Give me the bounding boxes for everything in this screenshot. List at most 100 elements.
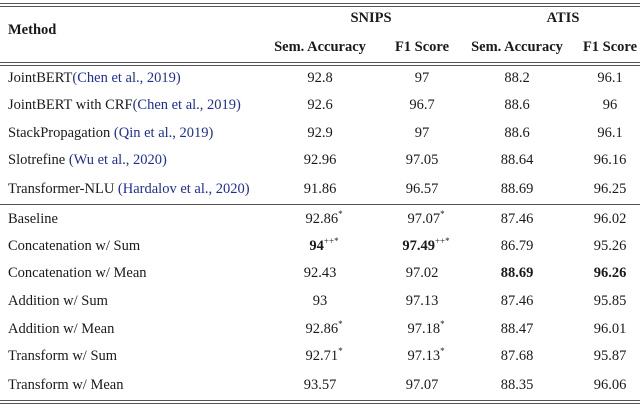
value: 88.69 bbox=[500, 265, 534, 281]
value-cell: 96.01 bbox=[594, 320, 627, 338]
value-cell: 92.86* bbox=[305, 210, 342, 228]
value-cell: 88.47 bbox=[501, 320, 534, 338]
significance-mark: * bbox=[440, 319, 445, 329]
value: 95.26 bbox=[593, 238, 627, 254]
value: 96.06 bbox=[593, 377, 627, 393]
value: 95.85 bbox=[593, 293, 627, 309]
value-cell: 95.26 bbox=[594, 237, 627, 255]
value: 97.07 bbox=[407, 211, 441, 227]
value-cell: 88.35 bbox=[501, 376, 534, 394]
value: 97.07 bbox=[405, 377, 439, 393]
value: 96.01 bbox=[593, 321, 627, 337]
value: 86.79 bbox=[500, 238, 534, 254]
value-cell: 97.49++* bbox=[402, 237, 449, 255]
value-cell: 92.96 bbox=[303, 152, 337, 168]
value-cell: 96.06 bbox=[594, 376, 627, 394]
value-cell: 96.7 bbox=[409, 97, 435, 113]
method-name: Transformer-NLU bbox=[8, 181, 118, 197]
value-cell: 97.07* bbox=[407, 210, 444, 228]
value-cell: 91.86 bbox=[303, 181, 337, 197]
significance-mark: * bbox=[338, 209, 343, 219]
value-cell: 97.02 bbox=[406, 264, 439, 282]
value-cell: 87.46 bbox=[501, 292, 534, 310]
value-cell: 96.1 bbox=[597, 70, 623, 86]
bottom-rule bbox=[0, 400, 640, 401]
method-name: Concatenation w/ Mean bbox=[8, 265, 147, 281]
method-name: JointBERT bbox=[8, 70, 73, 86]
value-cell: 93.57 bbox=[304, 376, 337, 394]
value-cell: 92.6 bbox=[307, 97, 333, 113]
header-atis: ATIS bbox=[546, 10, 580, 26]
value-cell: 92.8 bbox=[307, 70, 333, 86]
value-cell: 92.86* bbox=[305, 320, 342, 338]
top-rule bbox=[0, 6, 640, 7]
value: 93.57 bbox=[303, 377, 337, 393]
value-cell: 88.64 bbox=[500, 152, 534, 168]
method-cell: Slotrefine (Wu et al., 2020) bbox=[8, 151, 167, 169]
value-cell: 96.57 bbox=[405, 181, 439, 197]
method-name: Transform w/ Mean bbox=[8, 377, 124, 393]
value-cell: 88.69 bbox=[501, 264, 534, 282]
value-cell: 97.18* bbox=[407, 320, 444, 338]
value: 97.49 bbox=[402, 238, 435, 254]
citation-link[interactable]: (Qin et al., 2019) bbox=[113, 125, 214, 141]
significance-mark: * bbox=[338, 319, 343, 329]
method-name: Transform w/ Sum bbox=[8, 348, 118, 364]
value-cell: 96.1 bbox=[597, 125, 623, 141]
value-cell: 92.9 bbox=[307, 125, 333, 141]
value-cell: 97.13* bbox=[407, 347, 444, 365]
citation-link[interactable]: (Wu et al., 2020) bbox=[68, 152, 167, 168]
header-snips-f1: F1 Score bbox=[394, 39, 450, 55]
value-cell: 94++* bbox=[309, 237, 338, 255]
value-cell: 87.68 bbox=[501, 347, 534, 365]
value: 93 bbox=[312, 293, 328, 309]
significance-mark: * bbox=[440, 209, 445, 219]
header-rule bbox=[0, 65, 640, 66]
method-name: StackPropagation bbox=[8, 125, 114, 141]
value: 97.13 bbox=[405, 293, 439, 309]
value: 87.46 bbox=[500, 211, 534, 227]
value: 92.86 bbox=[305, 211, 339, 227]
value: 96.26 bbox=[593, 265, 627, 281]
value: 87.46 bbox=[500, 293, 534, 309]
header-snips-sem-accuracy: Sem. Accuracy bbox=[274, 39, 366, 55]
value-cell: 96.02 bbox=[594, 210, 627, 228]
top-rule bbox=[0, 3, 640, 4]
value: 92.71 bbox=[305, 348, 339, 364]
significance-mark: ++* bbox=[323, 236, 339, 246]
value-cell: 87.46 bbox=[501, 210, 534, 228]
value-cell: 97.07 bbox=[406, 376, 439, 394]
value-cell: 95.87 bbox=[594, 347, 627, 365]
value: 88.47 bbox=[500, 321, 534, 337]
method-cell: Transformer-NLU (Hardalov et al., 2020) bbox=[8, 180, 250, 198]
value: 94 bbox=[309, 238, 324, 254]
method-name: Baseline bbox=[8, 211, 58, 227]
value: 97.02 bbox=[405, 265, 439, 281]
value-cell: 96.16 bbox=[593, 152, 627, 168]
citation-link[interactable]: (Chen et al., 2019) bbox=[132, 97, 241, 113]
citation-link[interactable]: (Chen et al., 2019) bbox=[72, 70, 181, 86]
value: 92.86 bbox=[305, 321, 339, 337]
value: 92.43 bbox=[303, 265, 337, 281]
method-name: Slotrefine bbox=[8, 152, 69, 168]
value-cell: 96.25 bbox=[593, 181, 627, 197]
significance-mark: * bbox=[440, 346, 445, 356]
value-cell: 95.85 bbox=[594, 292, 627, 310]
value: 97.13 bbox=[407, 348, 441, 364]
value-cell: 97.13 bbox=[406, 292, 439, 310]
value: 88.35 bbox=[500, 377, 534, 393]
value-cell: 97 bbox=[414, 70, 430, 86]
value-cell: 96.26 bbox=[594, 264, 627, 282]
header-method: Method bbox=[8, 22, 57, 38]
header-rule bbox=[0, 62, 640, 63]
method-cell: JointBERT(Chen et al., 2019) bbox=[8, 69, 181, 87]
value-cell: 92.71* bbox=[305, 347, 342, 365]
value-cell: 88.6 bbox=[504, 97, 530, 113]
method-cell: StackPropagation (Qin et al., 2019) bbox=[8, 124, 213, 142]
method-cell: JointBERT with CRF(Chen et al., 2019) bbox=[8, 96, 241, 114]
value-cell: 88.2 bbox=[504, 70, 530, 86]
value-cell: 93 bbox=[313, 292, 328, 310]
bottom-rule bbox=[0, 403, 640, 404]
citation-link[interactable]: (Hardalov et al., 2020) bbox=[117, 181, 250, 197]
method-name: Addition w/ Sum bbox=[8, 293, 108, 309]
